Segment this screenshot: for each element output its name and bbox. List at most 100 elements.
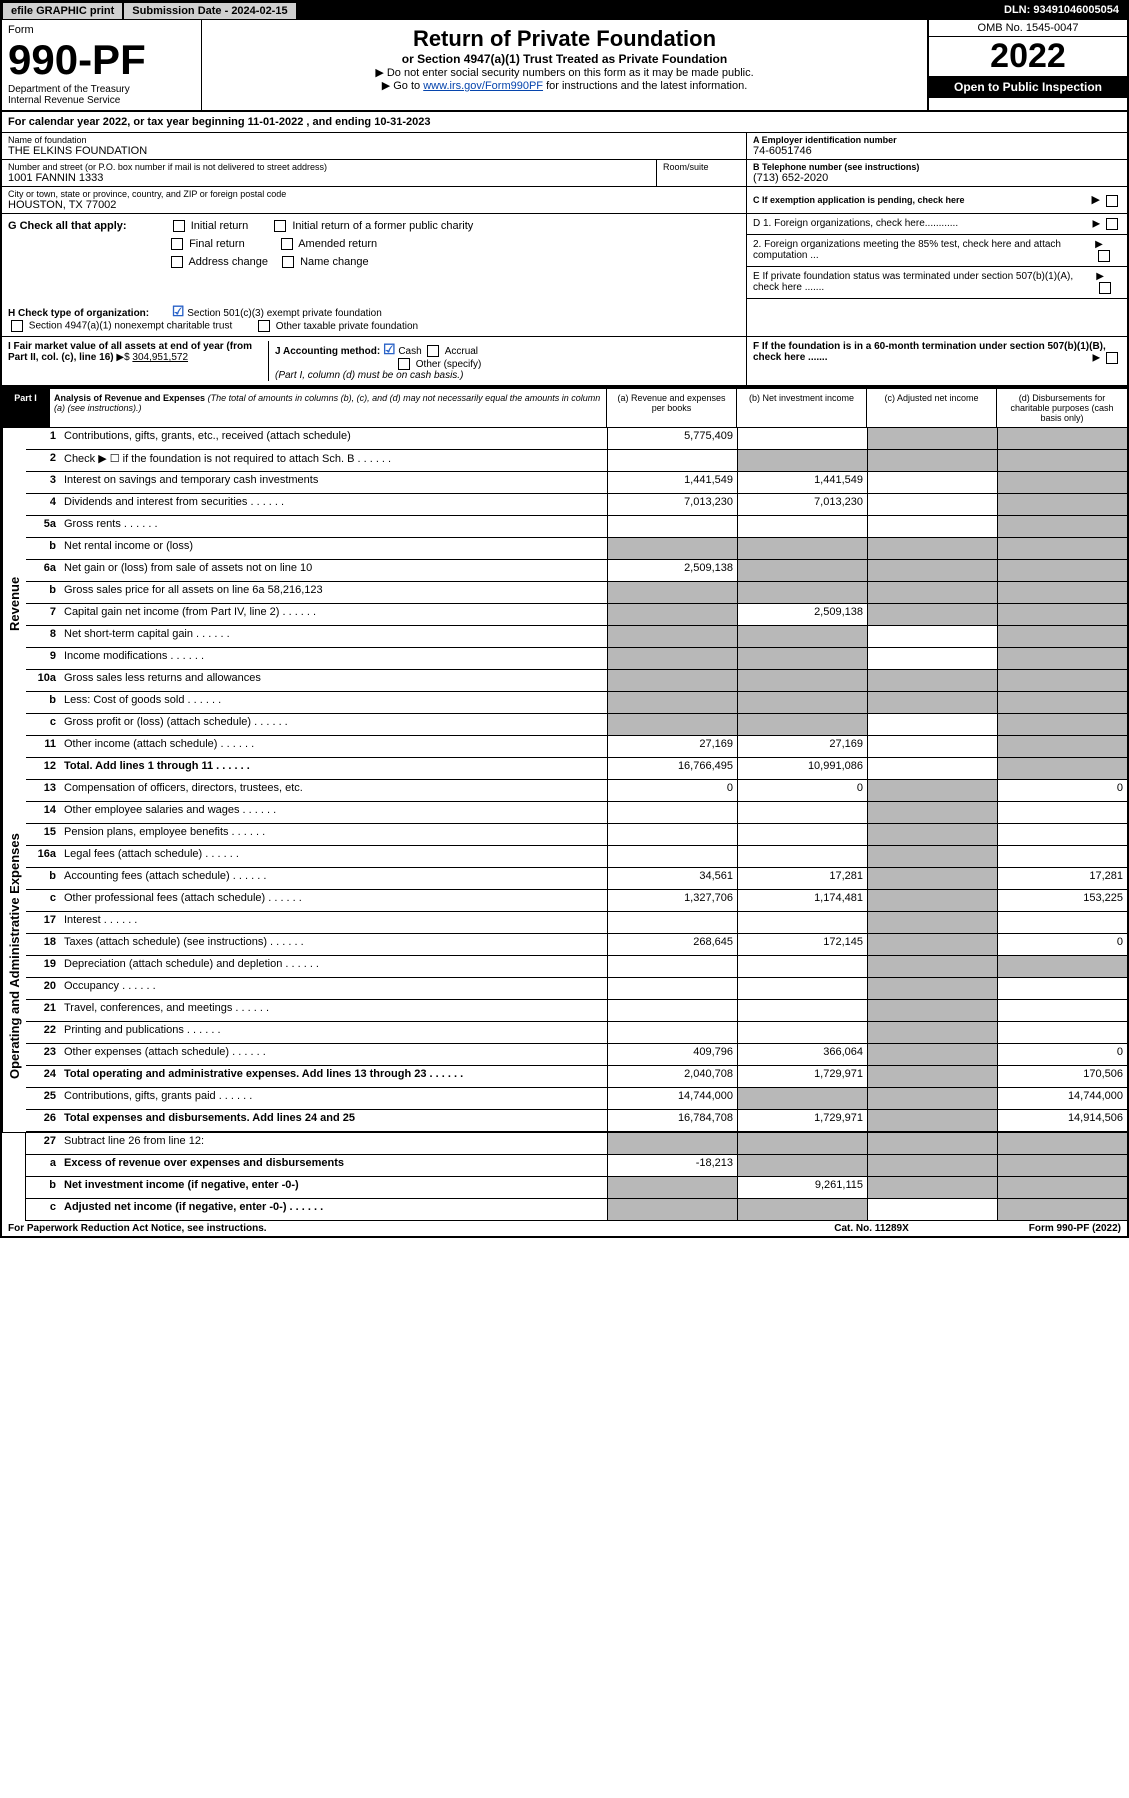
line-description: Other employee salaries and wages . . . … <box>60 802 607 823</box>
g-name-change-checkbox[interactable] <box>282 256 294 268</box>
table-cell <box>997 1000 1127 1021</box>
form990pf-link[interactable]: www.irs.gov/Form990PF <box>423 80 543 92</box>
line-description: Pension plans, employee benefits . . . .… <box>60 824 607 845</box>
j-accrual: Accrual <box>445 346 478 357</box>
table-cell <box>997 428 1127 449</box>
line-description: Dividends and interest from securities .… <box>60 494 607 515</box>
line-description: Excess of revenue over expenses and disb… <box>60 1155 607 1176</box>
table-cell: 2,040,708 <box>607 1066 737 1087</box>
table-cell <box>867 670 997 691</box>
tel-value: (713) 652-2020 <box>753 172 1121 184</box>
ein-value: 74-6051746 <box>753 145 1121 157</box>
j-label: J Accounting method: <box>275 346 380 357</box>
table-cell <box>997 560 1127 581</box>
d1-checkbox[interactable] <box>1106 218 1118 230</box>
line-number: 4 <box>26 494 60 515</box>
table-cell <box>737 450 867 471</box>
e-label: E If private foundation status was termi… <box>753 271 1096 294</box>
table-cell <box>997 736 1127 757</box>
table-cell: 268,645 <box>607 934 737 955</box>
table-cell: 409,796 <box>607 1044 737 1065</box>
line-number: 5a <box>26 516 60 537</box>
table-cell <box>867 824 997 845</box>
table-cell <box>737 582 867 603</box>
line-number: 24 <box>26 1066 60 1087</box>
g-amended-checkbox[interactable] <box>281 238 293 250</box>
j-cash: Cash <box>398 346 421 357</box>
table-cell: 0 <box>997 934 1127 955</box>
form-label: Form <box>8 24 195 36</box>
table-cell: 0 <box>997 1044 1127 1065</box>
f-checkbox[interactable] <box>1106 352 1118 364</box>
j-accrual-checkbox[interactable] <box>427 345 439 357</box>
j-other-checkbox[interactable] <box>398 358 410 370</box>
instr-2-post: for instructions and the latest informat… <box>543 80 747 92</box>
table-cell <box>737 714 867 735</box>
table-row: bNet investment income (if negative, ent… <box>26 1177 1127 1199</box>
g-initial-public-checkbox[interactable] <box>274 220 286 232</box>
table-cell <box>867 978 997 999</box>
table-cell <box>737 1133 867 1154</box>
g-initial-return-checkbox[interactable] <box>173 220 185 232</box>
form-header: Form 990-PF Department of the Treasury I… <box>2 20 1127 112</box>
table-row: 9Income modifications . . . . . . <box>26 648 1127 670</box>
efile-print-button[interactable]: efile GRAPHIC print <box>2 2 123 20</box>
table-cell <box>737 1000 867 1021</box>
table-cell: 5,775,409 <box>607 428 737 449</box>
col-a-header: (a) Revenue and expenses per books <box>607 389 737 427</box>
table-cell <box>607 978 737 999</box>
line-number: 10a <box>26 670 60 691</box>
e-checkbox[interactable] <box>1099 282 1111 294</box>
table-row: 17Interest . . . . . . <box>26 912 1127 934</box>
table-cell <box>867 692 997 713</box>
expenses-section: Operating and Administrative Expenses 13… <box>2 780 1127 1132</box>
table-row: 24Total operating and administrative exp… <box>26 1066 1127 1088</box>
table-cell <box>607 450 737 471</box>
form-title: Return of Private Foundation <box>208 26 921 52</box>
city-c-row: City or town, state or province, country… <box>2 187 1127 214</box>
section-g: G Check all that apply: Initial return I… <box>2 214 1127 299</box>
line-description: Printing and publications . . . . . . <box>60 1022 607 1043</box>
submission-date: Submission Date - 2024-02-15 <box>123 2 296 20</box>
line-description: Subtract line 26 from line 12: <box>60 1133 607 1154</box>
g-o5: Address change <box>188 256 268 268</box>
table-row: 27Subtract line 26 from line 12: <box>26 1133 1127 1155</box>
tax-year: 2022 <box>929 37 1127 76</box>
table-cell <box>737 560 867 581</box>
g-address-change-checkbox[interactable] <box>171 256 183 268</box>
table-cell <box>997 494 1127 515</box>
line-number: 25 <box>26 1088 60 1109</box>
line-description: Net short-term capital gain . . . . . . <box>60 626 607 647</box>
table-row: 7Capital gain net income (from Part IV, … <box>26 604 1127 626</box>
table-cell <box>607 846 737 867</box>
line-number: 12 <box>26 758 60 779</box>
line-description: Total operating and administrative expen… <box>60 1066 607 1087</box>
table-cell <box>607 802 737 823</box>
line-description: Less: Cost of goods sold . . . . . . <box>60 692 607 713</box>
paperwork-notice: For Paperwork Reduction Act Notice, see … <box>8 1223 267 1234</box>
g-o6: Name change <box>300 256 369 268</box>
g-final-return-checkbox[interactable] <box>171 238 183 250</box>
table-row: 22Printing and publications . . . . . . <box>26 1022 1127 1044</box>
line-description: Capital gain net income (from Part IV, l… <box>60 604 607 625</box>
table-cell <box>867 1110 997 1131</box>
d2-checkbox[interactable] <box>1098 250 1110 262</box>
table-row: 2Check ▶ ☐ if the foundation is not requ… <box>26 450 1127 472</box>
h-o3: Other taxable private foundation <box>276 321 418 332</box>
calendar-year: For calendar year 2022, or tax year begi… <box>2 112 1127 133</box>
foundation-name: THE ELKINS FOUNDATION <box>8 145 740 157</box>
table-row: bAccounting fees (attach schedule) . . .… <box>26 868 1127 890</box>
table-cell <box>997 472 1127 493</box>
d2-label: 2. Foreign organizations meeting the 85%… <box>753 239 1095 262</box>
table-row: 8Net short-term capital gain . . . . . . <box>26 626 1127 648</box>
h-4947-checkbox[interactable] <box>11 320 23 332</box>
h-other-checkbox[interactable] <box>258 320 270 332</box>
table-row: 26Total expenses and disbursements. Add … <box>26 1110 1127 1132</box>
table-cell <box>607 648 737 669</box>
c-checkbox[interactable] <box>1106 195 1118 207</box>
line-description: Income modifications . . . . . . <box>60 648 607 669</box>
room-label: Room/suite <box>663 162 740 172</box>
table-cell <box>867 890 997 911</box>
table-cell: 16,766,495 <box>607 758 737 779</box>
table-cell: 0 <box>997 780 1127 801</box>
